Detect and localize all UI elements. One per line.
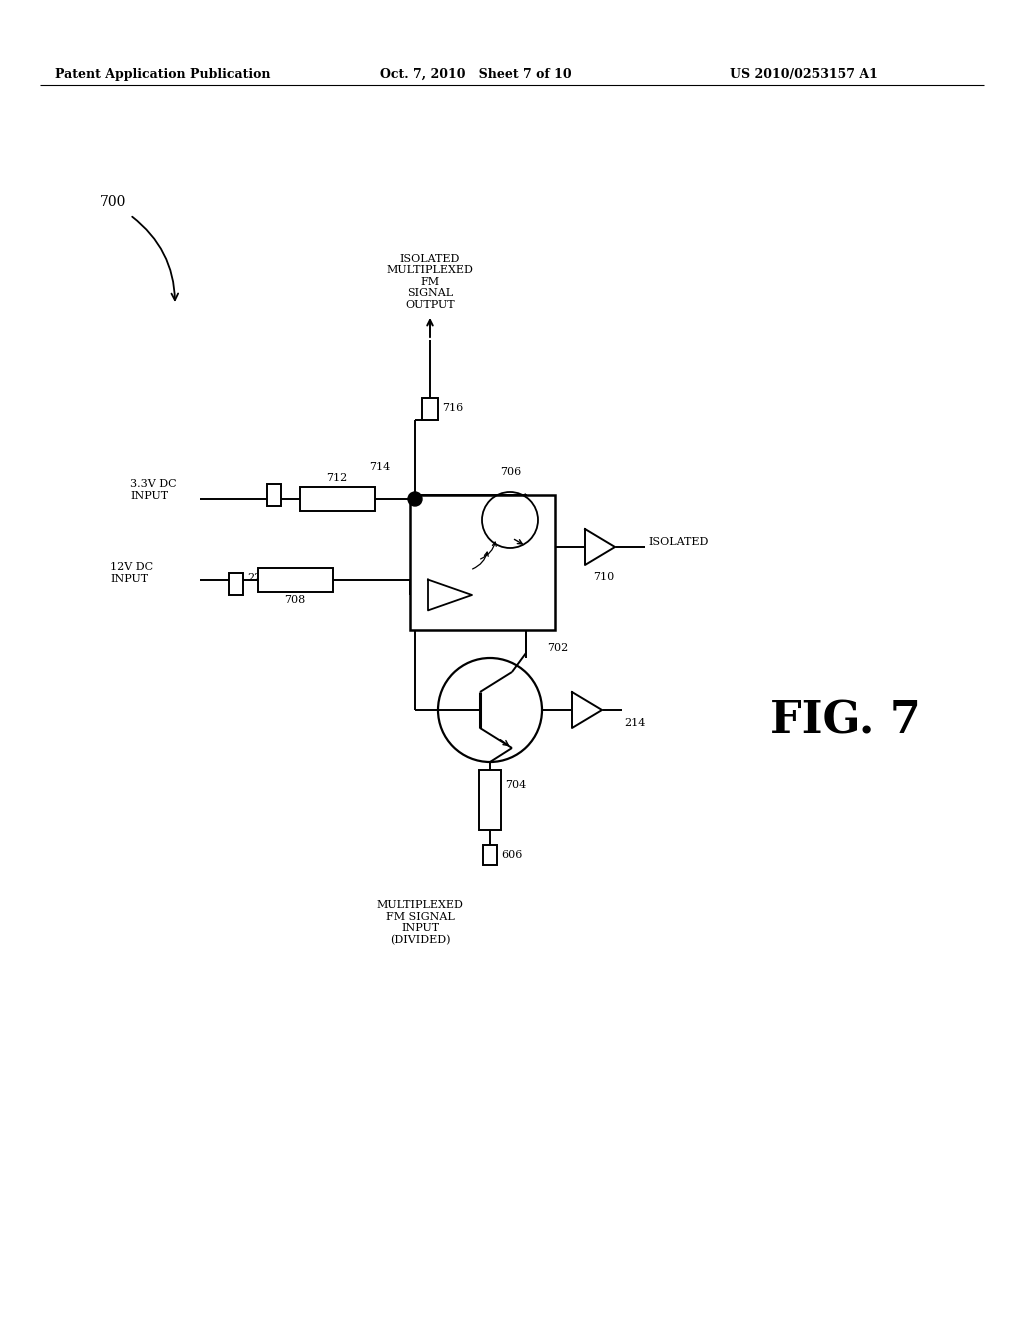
Text: 12V DC
INPUT: 12V DC INPUT <box>110 562 154 583</box>
Bar <box>479 770 501 830</box>
Polygon shape <box>585 529 615 565</box>
Text: 714: 714 <box>369 462 390 473</box>
Polygon shape <box>572 692 602 729</box>
Bar <box>229 573 243 595</box>
Text: US 2010/0253157 A1: US 2010/0253157 A1 <box>730 69 878 81</box>
Text: 700: 700 <box>100 195 126 209</box>
Text: 712: 712 <box>327 473 347 483</box>
Bar <box>267 484 281 506</box>
Text: 606: 606 <box>501 850 522 861</box>
Text: MULTIPLEXED
FM SIGNAL
INPUT
(DIVIDED): MULTIPLEXED FM SIGNAL INPUT (DIVIDED) <box>377 900 464 945</box>
Text: Patent Application Publication: Patent Application Publication <box>55 69 270 81</box>
Bar <box>422 399 438 420</box>
Text: 708: 708 <box>285 595 305 605</box>
Text: FIG. 7: FIG. 7 <box>770 700 921 743</box>
Text: 226: 226 <box>247 573 268 583</box>
Text: 702: 702 <box>547 643 568 653</box>
Text: 710: 710 <box>593 572 614 582</box>
Bar <box>300 487 375 511</box>
Text: 214: 214 <box>624 718 645 729</box>
Bar <box>483 845 497 865</box>
Text: 716: 716 <box>442 403 463 413</box>
Text: ISOLATED: ISOLATED <box>648 537 709 546</box>
Text: 704: 704 <box>505 780 526 789</box>
Text: ISOLATED
MULTIPLEXED
FM
SIGNAL
OUTPUT: ISOLATED MULTIPLEXED FM SIGNAL OUTPUT <box>387 253 473 310</box>
Text: Oct. 7, 2010   Sheet 7 of 10: Oct. 7, 2010 Sheet 7 of 10 <box>380 69 571 81</box>
Text: 706: 706 <box>500 467 521 477</box>
Text: 3.3V DC
INPUT: 3.3V DC INPUT <box>130 479 176 500</box>
Circle shape <box>408 492 422 506</box>
Bar <box>258 568 333 591</box>
Bar <box>410 495 555 630</box>
